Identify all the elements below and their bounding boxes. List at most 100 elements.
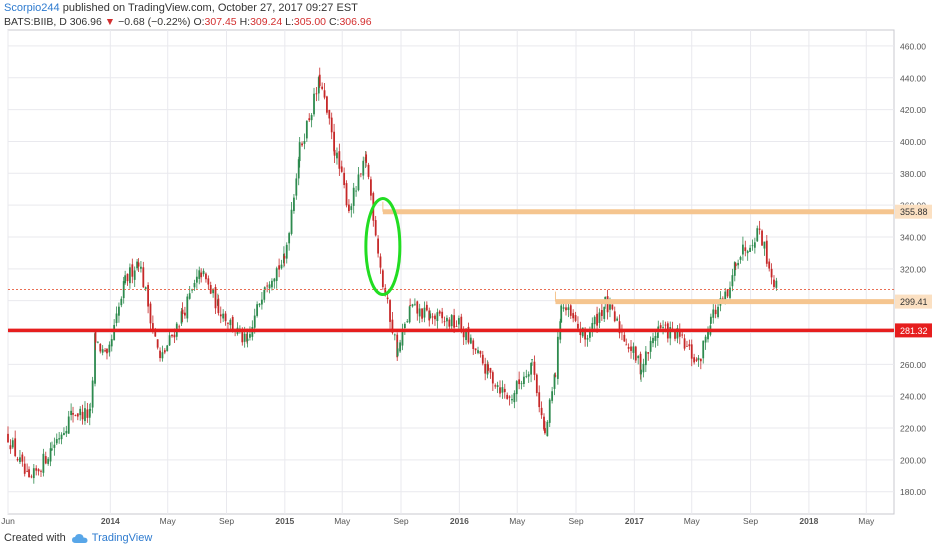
x-tick-label: Sep [568,516,583,526]
cloud-icon [71,533,88,543]
candle-body [714,309,717,315]
candle-body [96,341,99,343]
candle-body [297,159,300,179]
candle-body [421,308,423,319]
candle-body [140,266,142,269]
candle-body [37,469,40,472]
candle-body [749,247,751,252]
candle-body [686,345,688,347]
published-text: published on TradingView.com, October 27… [62,2,358,14]
candle-body [367,164,370,177]
level-label: 355.88 [900,207,928,217]
candle-body [60,434,63,440]
annotations [364,197,402,297]
candle-body [173,334,176,338]
candle-body [515,381,518,395]
x-tick-label: May [684,516,701,526]
candle-body [639,353,642,375]
candle-body [487,364,489,371]
candle-body [494,385,497,387]
candle-body [209,285,212,294]
open-label: O: [193,16,205,28]
candle-body [551,391,554,401]
candle-body [739,257,742,260]
x-axis: Jun 2014 May Sep 2015 May Sep 2016 May Sep 2017 May… [1,516,875,526]
candle-body [333,131,335,152]
candle-body [538,392,541,408]
candle-body [683,338,686,349]
candle-body [656,332,659,338]
candle-body [654,335,657,341]
candle-body [489,367,492,373]
candle-body [63,433,65,435]
candle-body [674,331,676,339]
candle-body [104,350,106,352]
candle-body [474,348,477,351]
candle-body [697,357,700,360]
brand-label: TradingView [91,532,153,544]
candle-body [345,183,348,206]
candle-body [86,409,89,418]
candle-body [406,321,409,323]
candle-body [186,296,189,319]
candle-body [640,369,642,375]
candle-body [431,316,434,318]
candle-body [600,310,603,316]
candle-body [313,93,315,115]
candle-body [129,267,131,284]
candle-body [637,356,640,359]
candle-body [303,141,306,144]
candle-body [137,262,140,267]
candle-body [479,351,482,354]
candle-body [120,298,123,306]
candle-body [511,399,513,401]
level-label: 281.32 [900,326,928,336]
candle-body [702,340,705,359]
candle-body [89,408,92,411]
candle-body [472,340,475,349]
candle-body [527,374,530,377]
last-price: 306.96 [69,16,102,28]
candle-body [308,118,311,121]
candle-body [365,154,368,163]
candle-body [40,470,42,472]
candle-body [154,329,157,337]
candle-body [94,331,97,343]
candle-body [554,375,557,377]
symbol-info: BATS:BIIB, D 306.96 ▼ −0.68 (−0.22%) O:3… [4,15,372,29]
candle-body [768,261,771,269]
candle-body [540,407,543,416]
grid [7,30,894,514]
candle-body [205,273,207,280]
level-label-bg [895,294,932,309]
candle-body [159,350,161,359]
candle-body [429,313,432,319]
candle-body [260,299,263,305]
candle-body [613,311,616,322]
x-tick-label: Jun [1,516,15,526]
y-tick-label: 180.00 [900,487,926,497]
x-tick-label: May [334,516,351,526]
candle-body [593,316,596,325]
candle-body [249,334,251,338]
candle-body [144,287,147,290]
candle-body [288,233,291,244]
candle-body [518,379,521,385]
tradingview-brand[interactable]: TradingView [71,530,153,546]
author-link[interactable]: Scorpio244 [4,2,60,14]
level-label: 299.41 [900,297,928,307]
y-tick-label: 340.00 [900,232,926,242]
candle-body [101,349,104,353]
candle-body [548,399,551,423]
candle-body [184,312,186,316]
x-tick-label: Sep [393,516,408,526]
candle-body [642,363,645,373]
candle-body [161,352,164,359]
candle-body [168,335,171,346]
candle-body [293,197,295,211]
candle-body [323,90,326,98]
candle-body [513,393,516,403]
candle-body [438,311,441,314]
y-tick-label: 380.00 [900,169,926,179]
